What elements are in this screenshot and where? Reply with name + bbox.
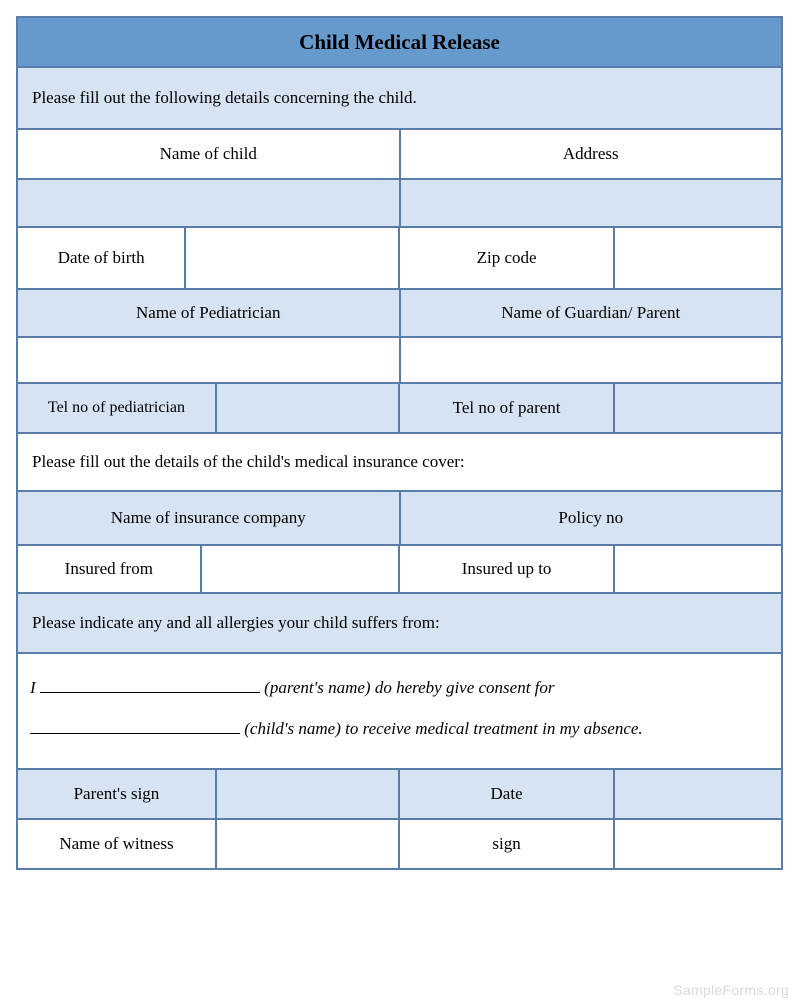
- consent-after-parent: (parent's name) do hereby give consent f…: [260, 678, 555, 697]
- input-date-of-birth[interactable]: [185, 227, 399, 289]
- watermark: SampleForms.org: [673, 982, 789, 998]
- label-insured-from: Insured from: [17, 545, 201, 593]
- consent-prefix: I: [30, 678, 36, 697]
- consent-after-child: (child's name) to receive medical treatm…: [240, 719, 643, 738]
- input-insured-up-to[interactable]: [614, 545, 782, 593]
- input-parent-name[interactable]: [40, 676, 260, 693]
- input-insured-from[interactable]: [201, 545, 400, 593]
- input-address[interactable]: [400, 179, 783, 227]
- label-witness-sign: sign: [399, 819, 613, 869]
- medical-release-form: Child Medical Release Please fill out th…: [16, 16, 783, 870]
- input-zip-code[interactable]: [614, 227, 782, 289]
- input-tel-parent[interactable]: [614, 383, 782, 433]
- label-name-of-child: Name of child: [17, 129, 400, 179]
- section3-instruction: Please indicate any and all allergies yo…: [17, 593, 782, 653]
- label-insurance-company: Name of insurance company: [17, 491, 400, 545]
- label-tel-parent: Tel no of parent: [399, 383, 613, 433]
- input-guardian[interactable]: [400, 337, 783, 383]
- input-name-of-child[interactable]: [17, 179, 400, 227]
- label-tel-pediatrician: Tel no of pediatrician: [17, 383, 216, 433]
- input-tel-pediatrician[interactable]: [216, 383, 400, 433]
- input-witness-name[interactable]: [216, 819, 400, 869]
- input-pediatrician[interactable]: [17, 337, 400, 383]
- label-guardian: Name of Guardian/ Parent: [400, 289, 783, 337]
- section1-instruction: Please fill out the following details co…: [17, 67, 782, 129]
- input-child-name[interactable]: [30, 717, 240, 734]
- label-pediatrician: Name of Pediatrician: [17, 289, 400, 337]
- label-zip-code: Zip code: [399, 227, 613, 289]
- input-date[interactable]: [614, 769, 782, 819]
- label-witness-name: Name of witness: [17, 819, 216, 869]
- consent-statement: I (parent's name) do hereby give consent…: [17, 653, 782, 769]
- label-policy-no: Policy no: [400, 491, 783, 545]
- label-address: Address: [400, 129, 783, 179]
- label-date: Date: [399, 769, 613, 819]
- section2-instruction: Please fill out the details of the child…: [17, 433, 782, 491]
- label-date-of-birth: Date of birth: [17, 227, 185, 289]
- label-insured-up-to: Insured up to: [399, 545, 613, 593]
- input-witness-sign[interactable]: [614, 819, 782, 869]
- form-title: Child Medical Release: [17, 17, 782, 67]
- label-parent-sign: Parent's sign: [17, 769, 216, 819]
- input-parent-sign[interactable]: [216, 769, 400, 819]
